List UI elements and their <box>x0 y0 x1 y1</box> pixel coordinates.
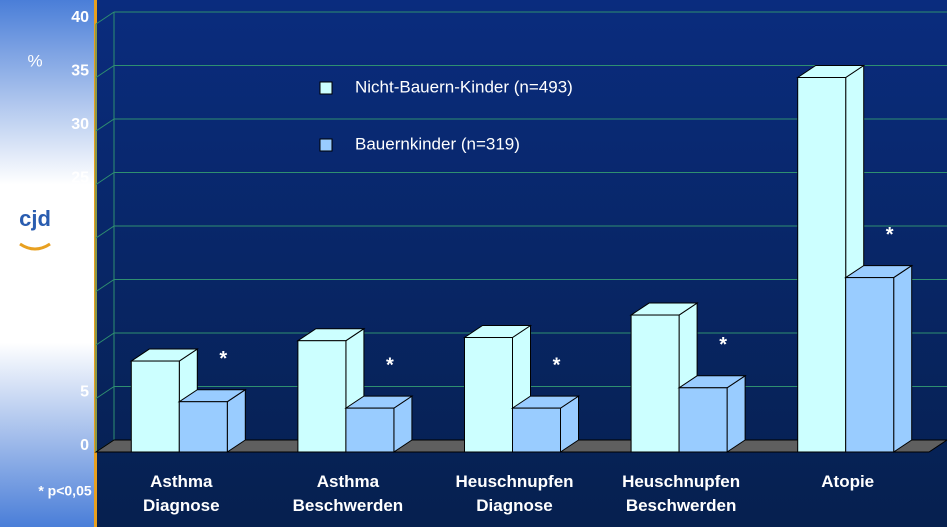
y-tick-label: 35 <box>71 63 89 80</box>
bar-side <box>893 264 913 453</box>
bar <box>678 387 728 453</box>
y-tick-label: 5 <box>80 384 89 401</box>
grid-wall-line <box>95 386 115 399</box>
logo: cjd <box>19 206 51 231</box>
x-tick-label: Heuschnupfen Beschwerden <box>622 472 740 515</box>
y-tick-label: 0 <box>80 437 89 454</box>
y-tick-label: 10 <box>71 330 89 347</box>
grid-wall-line <box>95 332 115 346</box>
bar-side <box>726 374 746 453</box>
x-tick-label-line: Asthma <box>150 472 213 491</box>
legend-swatch <box>319 81 333 95</box>
y-axis-label: % <box>27 51 42 70</box>
x-tick-label: Asthma Diagnose <box>143 472 220 515</box>
footnote: * p<0,05 <box>38 483 92 499</box>
significance-marker: * <box>219 348 227 370</box>
x-tick-label-line: Diagnose <box>476 496 553 515</box>
significance-marker: * <box>719 334 727 356</box>
y-tick-label: 40 <box>71 9 89 26</box>
side-strip <box>0 0 95 527</box>
grid-wall-line <box>95 279 115 292</box>
logo-smile <box>19 242 51 251</box>
bar <box>130 360 180 453</box>
bar <box>345 407 395 453</box>
x-tick-label-line: Heuschnupfen <box>622 472 740 491</box>
x-tick-label: Atopie <box>821 472 874 491</box>
legend-swatch <box>319 138 333 152</box>
grid-wall-line <box>95 172 115 185</box>
significance-marker: * <box>886 224 894 246</box>
bar <box>178 401 228 453</box>
x-tick-label-line: Heuschnupfen <box>455 472 573 491</box>
grid-wall-line <box>95 118 115 132</box>
x-tick-label-line: Diagnose <box>143 496 220 515</box>
legend-label: Nicht-Bauern-Kinder (n=493) <box>355 77 573 96</box>
bar <box>630 314 680 453</box>
x-tick-label-line: Beschwerden <box>293 496 404 515</box>
bar <box>512 407 561 453</box>
grid-wall-line <box>95 65 115 78</box>
grid-wall-line <box>95 225 115 239</box>
y-tick-label: 30 <box>71 116 89 133</box>
bar <box>845 277 895 453</box>
y-tick-label: 15 <box>71 277 89 294</box>
x-tick-label-line: Atopie <box>821 472 874 491</box>
legend-label: Bauernkinder (n=319) <box>355 134 520 153</box>
x-tick-label: Heuschnupfen Diagnose <box>455 472 573 515</box>
y-tick-label: 20 <box>71 223 89 240</box>
x-tick-label: Asthma Beschwerden <box>293 472 404 515</box>
bar <box>464 337 513 453</box>
x-tick-label-line: Beschwerden <box>626 496 737 515</box>
plot: 0 5 10 15 20 25 30 35 40 Asthma Diagnose * Asthma Bes… <box>71 9 947 515</box>
x-tick-label-line: Asthma <box>317 472 380 491</box>
bar <box>797 77 847 453</box>
grid-wall-line <box>95 11 115 25</box>
bar <box>297 340 347 453</box>
significance-marker: * <box>553 354 561 376</box>
significance-marker: * <box>386 354 394 376</box>
y-tick-label: 25 <box>71 170 89 187</box>
